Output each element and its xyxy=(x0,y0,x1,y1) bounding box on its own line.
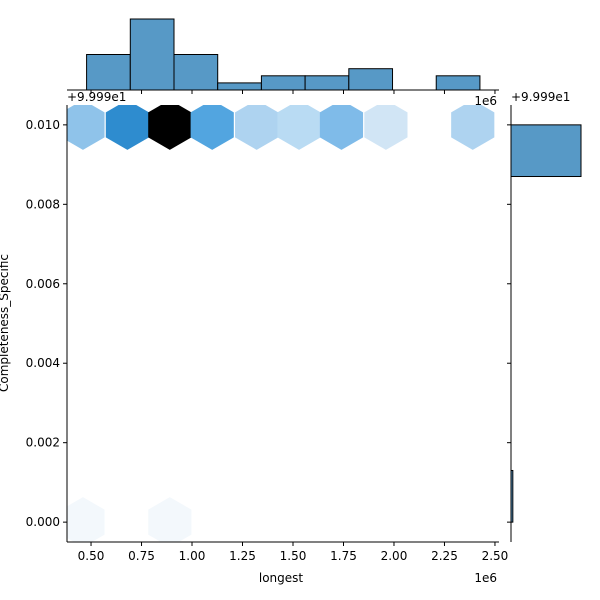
y-axis-label: Completeness_Specific xyxy=(0,254,11,392)
x-tick-label: 1.50 xyxy=(280,549,307,563)
histogram-bar xyxy=(173,54,219,91)
histogram-bar xyxy=(510,124,582,178)
histogram-bar xyxy=(217,82,262,91)
hexbin-cell xyxy=(148,105,192,150)
x-offset-label-right: +9.999e1 xyxy=(511,90,570,104)
histogram-bar xyxy=(129,18,175,91)
x-marginal-histogram xyxy=(86,18,481,91)
hexbin-cell xyxy=(235,105,279,150)
x-tick-label: 1.25 xyxy=(229,549,256,563)
hexbin-cell xyxy=(190,105,234,150)
hexbin-cell xyxy=(148,497,192,542)
x-tick-label: 2.50 xyxy=(482,549,509,563)
histogram-bar xyxy=(260,75,306,91)
hexbin-layer xyxy=(67,105,495,542)
x-tick-label: 0.50 xyxy=(78,549,105,563)
hexbin-cell xyxy=(319,105,364,150)
x-axis-label: longest xyxy=(259,571,304,585)
x-scale-label-bottom: 1e6 xyxy=(474,571,497,585)
x-tick-label: 1.75 xyxy=(330,549,357,563)
x-tick-label: 0.75 xyxy=(128,549,155,563)
x-tick-label: 2.00 xyxy=(381,549,408,563)
hexbin-cell xyxy=(451,105,495,150)
x-tick-label: 1.00 xyxy=(179,549,206,563)
y-tick-label: 0.004 xyxy=(26,356,60,370)
histogram-bar xyxy=(435,75,481,91)
hexbin-cell xyxy=(67,497,105,542)
y-tick-label: 0.000 xyxy=(26,515,60,529)
x-scale-label-top: 1e6 xyxy=(474,94,497,108)
hexbin-cell xyxy=(364,105,408,150)
x-tick-label: 2.25 xyxy=(431,549,458,563)
y-tick-label: 0.008 xyxy=(26,197,60,211)
hexbin-cell xyxy=(277,105,321,150)
y-tick-label: 0.010 xyxy=(26,118,60,132)
x-offset-label-top: +9.999e1 xyxy=(67,90,126,104)
histogram-bar xyxy=(86,54,131,91)
axes: 0.50 0.75 1.00 1.25 1.50 1.75 2.00 2.25 2.50 0.00… xyxy=(26,89,512,563)
histogram-bar xyxy=(348,68,394,91)
y-tick-label: 0.002 xyxy=(26,436,60,450)
hexbin-cell xyxy=(67,105,105,150)
histogram-bar xyxy=(304,75,350,91)
y-tick-label: 0.006 xyxy=(26,277,60,291)
hexbin-cell xyxy=(105,105,149,150)
y-marginal-histogram xyxy=(510,124,582,523)
